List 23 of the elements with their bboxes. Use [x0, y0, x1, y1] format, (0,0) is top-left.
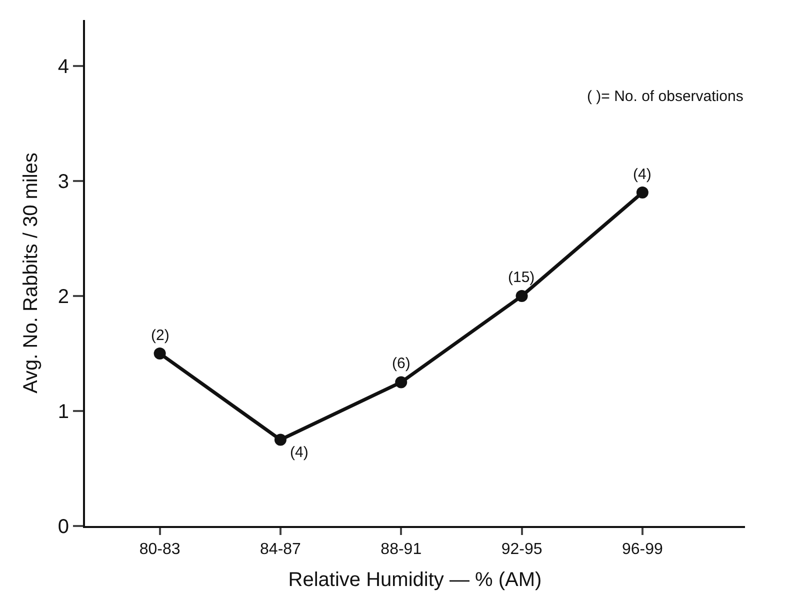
point — [636, 186, 648, 198]
point — [274, 434, 286, 446]
x-tick-label: 96-99 — [622, 541, 664, 558]
point — [516, 290, 528, 302]
annotation: (2) — [151, 327, 170, 344]
x-tick-label: 80-83 — [139, 541, 180, 558]
annotation: (15) — [508, 269, 535, 286]
point — [395, 376, 408, 388]
x-tick-label: 88-91 — [380, 541, 422, 558]
annotation: ( )= No. of observations — [587, 88, 744, 105]
y-axis-title: Avg. No. Rabbits / 30 miles — [20, 152, 42, 394]
y-tick-label: 3 — [58, 171, 69, 193]
y-tick-label: 4 — [58, 56, 69, 78]
annotation: (6) — [392, 355, 410, 372]
x-tick-label: 92-95 — [501, 541, 542, 558]
annotation: (4) — [290, 444, 308, 461]
point — [154, 348, 166, 360]
x-tick-label: 84-87 — [260, 541, 302, 558]
y-tick-label: 2 — [58, 286, 69, 308]
y-tick-label: 0 — [58, 516, 69, 538]
annotation: (4) — [633, 166, 652, 183]
x-axis-title: Relative Humidity — % (AM) — [288, 569, 542, 592]
y-tick-label: 1 — [58, 401, 69, 423]
